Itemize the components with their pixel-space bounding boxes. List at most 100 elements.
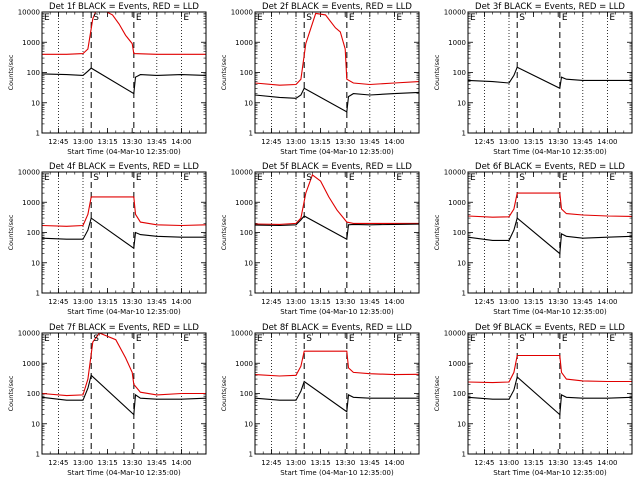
x-axis-label: Start Time (04-Mar-10 12:35:00): [67, 308, 181, 316]
y-tick-label: 10000: [231, 9, 253, 17]
x-tick-label: 13:15: [524, 138, 544, 146]
x-tick-label: 12:45: [48, 298, 68, 306]
event-marker: E: [257, 173, 263, 183]
y-axis-label: Counts/sec: [433, 214, 441, 250]
y-tick-label: 1: [249, 451, 253, 459]
x-tick-label: 13:15: [98, 298, 118, 306]
event-marker: S: [519, 13, 525, 23]
x-tick-label: 12:45: [474, 298, 494, 306]
x-tick-label: 14:00: [171, 138, 191, 146]
x-tick-label: 13:00: [73, 298, 93, 306]
events-series-line: [468, 66, 632, 90]
panel-title: Det 2f BLACK = Events, RED = LLD: [262, 2, 412, 12]
y-tick-label: 100: [27, 69, 40, 77]
x-axis-label: Start Time (04-Mar-10 12:35:00): [493, 469, 607, 477]
detector-panel-6: Det 6f BLACK = Events, RED = LLD 1 10 100 10…: [433, 162, 633, 316]
plot-frame: [254, 332, 420, 455]
y-tick-label: 1000: [448, 199, 466, 207]
lld-series-line: [42, 333, 206, 397]
x-axis-label: Start Time (04-Mar-10 12:35:00): [67, 148, 181, 156]
x-tick-label: 13:30: [122, 298, 142, 306]
event-marker: S: [93, 13, 99, 23]
plot-frame: [467, 11, 633, 134]
x-tick-label: 13:00: [499, 459, 519, 467]
plot-frame: [467, 332, 633, 455]
events-series-line: [42, 374, 206, 416]
x-tick-label: 13:30: [335, 298, 355, 306]
panel-title: Det 8f BLACK = Events, RED = LLD: [262, 323, 412, 333]
y-tick-label: 100: [240, 69, 253, 77]
x-tick-label: 13:45: [573, 459, 593, 467]
y-tick-label: 10000: [444, 330, 466, 338]
panel-title: Det 1f BLACK = Events, RED = LLD: [49, 2, 199, 12]
y-tick-label: 10000: [18, 330, 40, 338]
x-tick-label: 14:00: [597, 138, 617, 146]
event-marker: S: [93, 334, 99, 344]
events-series-line: [42, 217, 206, 250]
lld-series-line: [255, 12, 419, 86]
event-marker: E: [349, 334, 355, 344]
y-tick-label: 10000: [18, 9, 40, 17]
x-tick-label: 14:00: [597, 459, 617, 467]
series-group: [468, 354, 632, 416]
event-marker: E: [44, 334, 50, 344]
y-axis-label: Counts/sec: [220, 54, 228, 90]
y-tick-label: 100: [27, 390, 40, 398]
event-marker: E: [349, 13, 355, 23]
plot-frame: [41, 11, 207, 134]
x-tick-label: 13:45: [147, 138, 167, 146]
detector-panel-1: Det 1f BLACK = Events, RED = LLD 1 10 100 10…: [7, 2, 207, 156]
y-tick-label: 10000: [444, 169, 466, 177]
y-tick-label: 10000: [231, 169, 253, 177]
x-tick-label: 13:30: [122, 138, 142, 146]
x-axis-label: Start Time (04-Mar-10 12:35:00): [493, 148, 607, 156]
y-tick-label: 100: [27, 229, 40, 237]
x-tick-label: 13:15: [524, 459, 544, 467]
series-group: [42, 333, 206, 416]
event-marker: S: [306, 334, 312, 344]
panel-title: Det 4f BLACK = Events, RED = LLD: [49, 162, 199, 172]
event-marker: E: [562, 173, 568, 183]
y-tick-label: 10: [244, 420, 253, 428]
y-axis-label: Counts/sec: [433, 54, 441, 90]
panel-title: Det 5f BLACK = Events, RED = LLD: [262, 162, 412, 172]
x-tick-label: 13:30: [548, 298, 568, 306]
plot-frame: [254, 171, 420, 294]
series-group: [255, 12, 419, 113]
event-marker: E: [183, 334, 189, 344]
y-tick-label: 100: [453, 390, 466, 398]
y-tick-label: 10: [457, 259, 466, 267]
event-marker: E: [136, 13, 142, 23]
y-tick-label: 10000: [18, 169, 40, 177]
y-tick-label: 1: [36, 290, 40, 298]
event-marker: E: [136, 173, 142, 183]
event-marker: S: [93, 173, 99, 183]
x-tick-label: 13:00: [499, 138, 519, 146]
plot-frame: [467, 171, 633, 294]
y-axis-label: Counts/sec: [7, 214, 15, 250]
series-group: [468, 66, 632, 90]
events-series-line: [468, 217, 632, 255]
y-tick-label: 10: [457, 420, 466, 428]
panel-title: Det 9f BLACK = Events, RED = LLD: [475, 323, 625, 333]
x-axis-label: Start Time (04-Mar-10 12:35:00): [280, 308, 394, 316]
plot-frame: [41, 171, 207, 294]
event-marker: E: [609, 13, 615, 23]
x-tick-label: 13:15: [524, 298, 544, 306]
event-marker: E: [349, 173, 355, 183]
x-tick-label: 13:00: [73, 138, 93, 146]
plot-frame: [41, 332, 207, 455]
panel-title: Det 3f BLACK = Events, RED = LLD: [475, 2, 625, 12]
series-group: [255, 350, 419, 413]
y-tick-label: 10: [244, 259, 253, 267]
y-tick-label: 10: [31, 99, 40, 107]
event-marker: E: [562, 334, 568, 344]
x-tick-label: 13:00: [286, 459, 306, 467]
y-tick-label: 1000: [235, 199, 253, 207]
y-tick-label: 1000: [22, 39, 40, 47]
x-tick-label: 12:45: [261, 459, 281, 467]
y-axis-label: Counts/sec: [220, 375, 228, 411]
panel-title: Det 6f BLACK = Events, RED = LLD: [475, 162, 625, 172]
detector-panel-5: Det 5f BLACK = Events, RED = LLD 1 10 100 10…: [220, 162, 420, 316]
